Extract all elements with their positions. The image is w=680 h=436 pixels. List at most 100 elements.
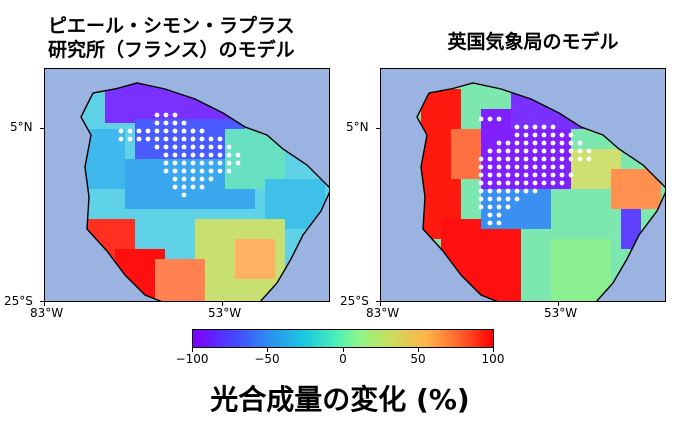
stipple-dot	[523, 140, 529, 146]
stipple-dot	[478, 180, 484, 186]
stipple-dot	[568, 148, 574, 154]
left-ytick-mark-5n	[40, 128, 44, 129]
stipple-dot	[514, 148, 520, 154]
colorbar-tick-label: 100	[481, 352, 505, 366]
stipple-dot	[487, 212, 493, 218]
left-xtick-mark-53w	[222, 302, 223, 306]
stipple-dot	[163, 160, 169, 166]
stipple-dot	[496, 140, 502, 146]
stipple-dot	[532, 164, 538, 170]
left-map	[44, 68, 330, 302]
stipple-dot	[487, 220, 493, 226]
stipple-dot	[487, 156, 493, 162]
left-xtick-53w: 53°W	[208, 306, 242, 320]
stipple-dot	[163, 144, 169, 150]
stipple-dot	[514, 188, 520, 194]
stipple-dot	[559, 140, 565, 146]
stipple-dot	[505, 204, 511, 210]
stipple-dot	[199, 184, 205, 190]
stipple-dot	[478, 172, 484, 178]
left-map-svg	[45, 69, 329, 301]
stipple-dot	[541, 180, 547, 186]
stipple-dot	[496, 164, 502, 170]
stipple-dot	[586, 156, 592, 162]
stipple-dot	[181, 168, 187, 174]
colorbar-tick-label: −50	[254, 352, 280, 366]
stipple-dot	[550, 140, 556, 146]
stipple-dot	[226, 152, 232, 158]
right-coastline	[416, 82, 665, 301]
stipple-dot	[514, 140, 520, 146]
left-panel-title: ピエール・シモン・ラプラス 研究所（フランス）のモデル	[48, 14, 348, 62]
stipple-dot	[235, 160, 241, 166]
colorbar-tick-label: −100	[175, 352, 209, 366]
stipple-dot	[514, 156, 520, 162]
stipple-dot	[478, 156, 484, 162]
stipple-dot	[541, 132, 547, 138]
stipple-dot	[532, 148, 538, 154]
stipple-dot	[559, 180, 565, 186]
stipple-dot	[163, 128, 169, 134]
stipple-dot	[487, 204, 493, 210]
stipple-dot	[190, 128, 196, 134]
stipple-dot	[496, 204, 502, 210]
left-xtick-mark-83w	[44, 302, 45, 306]
stipple-dot	[514, 172, 520, 178]
stipple-dot	[487, 164, 493, 170]
stipple-dot	[172, 160, 178, 166]
left-xtick-83w: 83°W	[30, 306, 64, 320]
stipple-dot	[505, 164, 511, 170]
stipple-dot	[514, 132, 520, 138]
stipple-dot	[496, 156, 502, 162]
stipple-dot	[487, 188, 493, 194]
colorbar-tick-mark	[493, 348, 494, 352]
colorbar	[192, 329, 494, 348]
stipple-dot	[523, 124, 529, 130]
stipple-dot	[163, 168, 169, 174]
stipple-dot	[172, 128, 178, 134]
stipple-dot	[487, 148, 493, 154]
stipple-dot	[190, 160, 196, 166]
stipple-dot	[208, 152, 214, 158]
colorbar-tick-mark	[192, 348, 193, 352]
stipple-dot	[217, 144, 223, 150]
colorbar-tick-mark	[267, 348, 268, 352]
left-coastline	[80, 82, 329, 301]
stipple-dot	[550, 124, 556, 130]
stipple-dot	[550, 164, 556, 170]
stipple-dot	[523, 180, 529, 186]
right-stippling	[478, 116, 592, 226]
stipple-dot	[550, 132, 556, 138]
stipple-dot	[172, 120, 178, 126]
stipple-dot	[181, 128, 187, 134]
left-panel-title-line2: 研究所（フランス）のモデル	[48, 39, 295, 61]
stipple-dot	[541, 156, 547, 162]
left-ytick-5n: 5°N	[10, 120, 33, 134]
stipple-dot	[487, 172, 493, 178]
stipple-dot	[163, 112, 169, 118]
stipple-dot	[505, 148, 511, 154]
stipple-dot	[181, 120, 187, 126]
right-xtick-83w: 83°W	[366, 306, 400, 320]
stipple-dot	[154, 144, 160, 150]
stipple-dot	[208, 136, 214, 142]
left-panel-title-line1: ピエール・シモン・ラプラス	[48, 15, 295, 37]
stipple-dot	[532, 132, 538, 138]
stipple-dot	[496, 196, 502, 202]
right-panel-title: 英国気象局のモデル	[447, 31, 619, 53]
stipple-dot	[496, 172, 502, 178]
stipple-dot	[199, 168, 205, 174]
stipple-dot	[487, 116, 493, 122]
stipple-dot	[199, 160, 205, 166]
colorbar-title: 光合成量の変化 (%)	[210, 383, 470, 416]
left-ytick-25s: 25°S	[4, 294, 33, 308]
stipple-dot	[127, 136, 133, 142]
left-stippling	[118, 112, 241, 198]
stipple-dot	[523, 164, 529, 170]
stipple-dot	[568, 156, 574, 162]
stipple-dot	[217, 168, 223, 174]
stipple-dot	[172, 168, 178, 174]
stipple-dot	[550, 156, 556, 162]
stipple-dot	[559, 164, 565, 170]
stipple-dot	[505, 172, 511, 178]
